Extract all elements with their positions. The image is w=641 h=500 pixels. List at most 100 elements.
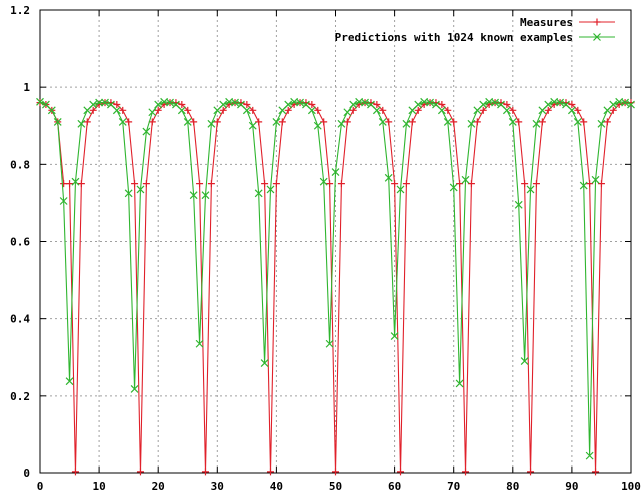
- data-point-measures: [592, 468, 600, 476]
- data-point-predictions: [556, 98, 565, 107]
- data-point-predictions: [136, 185, 145, 194]
- data-point-measures: [77, 180, 85, 188]
- data-point-measures: [479, 106, 487, 114]
- data-point-predictions: [313, 121, 322, 130]
- data-point-predictions: [278, 106, 287, 115]
- data-point-predictions: [89, 100, 98, 109]
- axis-ticks: 0 10 20 30 40 50 60 70 80 90 100 0 0.2 0.4 0.6 0.8 1 1.2: [10, 4, 641, 493]
- data-point-predictions: [526, 185, 535, 194]
- data-point-measures: [337, 180, 345, 188]
- data-point-measures: [154, 106, 162, 114]
- data-point-predictions: [508, 117, 517, 126]
- data-point-predictions: [95, 98, 104, 107]
- data-point-predictions: [254, 189, 263, 198]
- data-point-predictions: [307, 106, 316, 115]
- data-point-measures: [343, 118, 351, 126]
- data-point-measures: [272, 180, 280, 188]
- x-tick-label: 60: [388, 480, 401, 493]
- data-point-predictions: [497, 100, 505, 109]
- data-point-predictions: [455, 379, 464, 388]
- x-tick-label: 80: [506, 480, 519, 493]
- data-point-measures: [314, 106, 322, 114]
- data-point-predictions: [101, 98, 109, 107]
- data-point-predictions: [319, 177, 328, 186]
- data-point-measures: [196, 180, 204, 188]
- data-point-predictions: [47, 106, 56, 115]
- data-point-measures: [544, 106, 552, 114]
- data-point-predictions: [248, 121, 257, 130]
- y-tick-label: 0.4: [10, 313, 30, 326]
- data-point-measures: [66, 180, 74, 188]
- data-point-predictions: [609, 100, 618, 109]
- series-predictions: [36, 97, 635, 460]
- data-point-measures: [326, 180, 334, 188]
- data-point-measures: [586, 180, 594, 188]
- data-point-predictions: [302, 100, 310, 109]
- data-point-predictions: [77, 119, 86, 128]
- data-point-predictions: [41, 100, 50, 109]
- data-point-measures: [284, 106, 292, 114]
- data-point-measures: [538, 118, 546, 126]
- data-point-measures: [532, 180, 540, 188]
- data-point-measures: [136, 468, 144, 476]
- data-point-measures: [379, 106, 387, 114]
- data-point-predictions: [514, 200, 523, 209]
- data-point-measures: [83, 118, 91, 126]
- y-tick-label: 0.2: [10, 390, 30, 403]
- data-point-predictions: [53, 117, 62, 126]
- data-point-measures: [119, 106, 127, 114]
- data-point-measures: [603, 118, 611, 126]
- data-point-measures: [308, 101, 316, 109]
- data-point-predictions: [491, 98, 499, 107]
- data-point-predictions: [343, 108, 352, 117]
- data-point-predictions: [467, 119, 476, 128]
- data-point-measures: [125, 118, 133, 126]
- data-point-measures: [450, 118, 458, 126]
- data-point-predictions: [502, 106, 511, 115]
- data-point-measures: [414, 106, 422, 114]
- series-group: [36, 97, 635, 476]
- x-tick-label: 0: [37, 480, 44, 493]
- data-point-predictions: [479, 100, 488, 109]
- data-point-predictions: [213, 106, 222, 115]
- data-point-predictions: [266, 185, 275, 194]
- data-point-measures: [467, 180, 475, 188]
- data-point-predictions: [449, 183, 458, 192]
- data-point-measures: [148, 118, 156, 126]
- data-point-predictions: [532, 119, 541, 128]
- data-point-predictions: [148, 108, 157, 117]
- data-point-measures: [385, 118, 393, 126]
- data-point-measures: [574, 106, 582, 114]
- data-point-measures: [320, 118, 328, 126]
- data-point-predictions: [201, 191, 210, 200]
- y-tick-label: 0.8: [10, 158, 30, 171]
- data-point-predictions: [325, 339, 334, 348]
- data-point-measures: [473, 118, 481, 126]
- data-point-predictions: [272, 117, 281, 126]
- data-point-predictions: [443, 117, 452, 126]
- data-point-predictions: [349, 100, 358, 109]
- data-point-predictions: [593, 33, 601, 41]
- data-point-predictions: [112, 106, 121, 115]
- data-point-predictions: [567, 106, 576, 115]
- data-point-measures: [243, 101, 251, 109]
- data-point-predictions: [142, 127, 151, 136]
- data-point-measures: [255, 118, 263, 126]
- data-point-measures: [438, 101, 446, 109]
- data-point-measures: [249, 106, 257, 114]
- data-point-predictions: [372, 106, 381, 115]
- data-point-measures: [113, 101, 121, 109]
- data-point-predictions: [59, 197, 68, 205]
- data-point-predictions: [426, 98, 434, 107]
- data-point-predictions: [585, 451, 594, 460]
- series-line-predictions: [39, 101, 632, 457]
- data-point-measures: [178, 101, 186, 109]
- data-point-predictions: [71, 177, 80, 186]
- x-tick-label: 30: [211, 480, 224, 493]
- data-point-predictions: [414, 100, 423, 109]
- grid-lines: [40, 10, 631, 473]
- data-point-predictions: [591, 175, 600, 184]
- data-point-measures: [207, 180, 215, 188]
- data-point-predictions: [106, 100, 115, 109]
